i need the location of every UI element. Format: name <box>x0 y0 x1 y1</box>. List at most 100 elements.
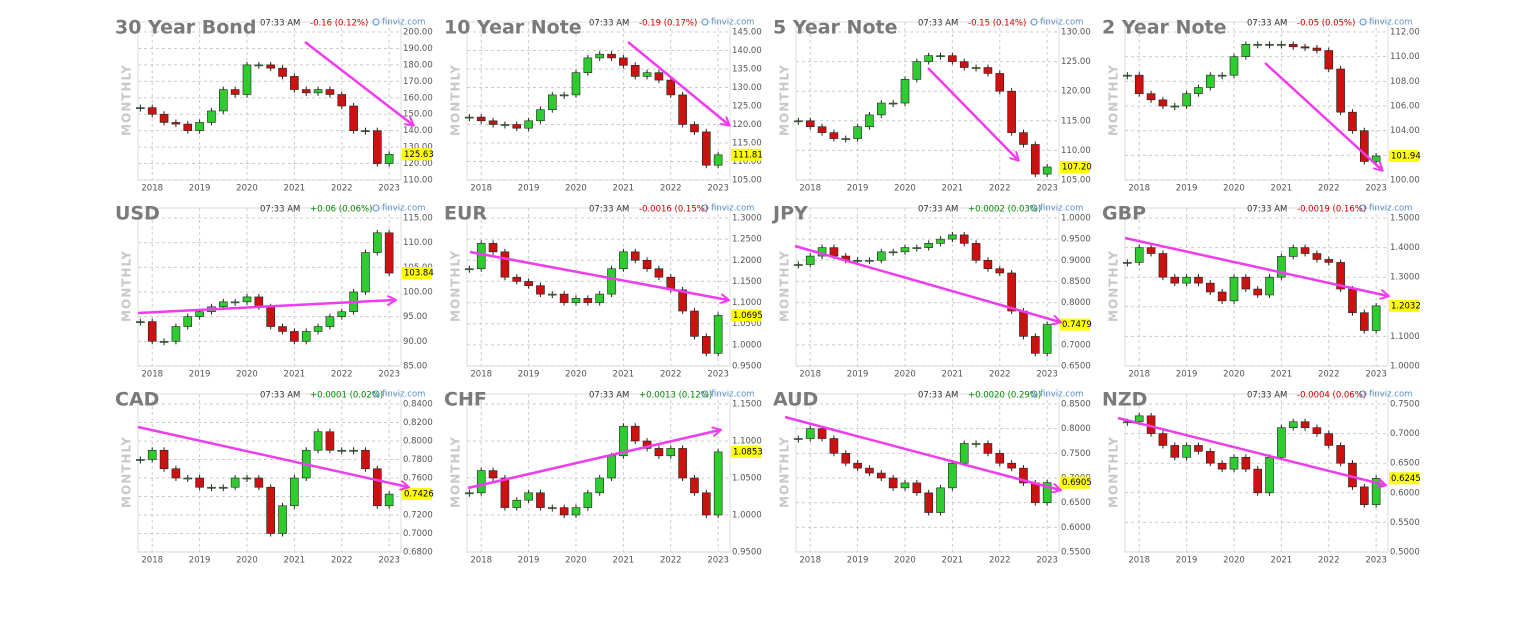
candle <box>1194 87 1203 94</box>
candle <box>1253 468 1262 494</box>
candle <box>373 130 382 164</box>
candle <box>1170 276 1180 284</box>
chart-panel: 85.0090.0095.00100.00105.00110.00115.002… <box>115 203 434 380</box>
last-price-box <box>1060 476 1090 489</box>
candle <box>230 89 240 95</box>
candle <box>1241 276 1251 290</box>
candle <box>642 259 652 270</box>
y-tick-label: 0.7000 <box>1061 340 1091 350</box>
candle <box>865 114 874 128</box>
candle <box>559 293 569 303</box>
candle <box>1217 74 1227 77</box>
y-tick-label: 0.8000 <box>1061 424 1091 434</box>
y-tick-label: 0.8000 <box>1061 298 1091 308</box>
candle <box>1312 253 1322 260</box>
change: -0.0019 (0.16%) <box>1297 205 1366 215</box>
x-tick-label: 2019 <box>1176 556 1198 566</box>
change: +0.0020 (0.29%) <box>968 391 1041 401</box>
candle <box>666 448 676 457</box>
candle <box>136 459 145 461</box>
time: 07:33 AM <box>589 205 629 215</box>
x-tick-label: 2021 <box>942 184 964 194</box>
time: 07:33 AM <box>589 391 629 401</box>
candle <box>159 341 169 343</box>
y-tick-label: 0.5500 <box>1061 548 1091 558</box>
candle <box>1134 74 1144 94</box>
candle <box>936 238 945 244</box>
candle <box>817 126 827 133</box>
y-tick-label: 110.00 <box>1061 146 1091 156</box>
x-tick-label: 2018 <box>470 184 492 194</box>
trend-arrow <box>467 430 720 490</box>
time: 07:33 AM <box>589 19 629 29</box>
candle <box>702 131 711 166</box>
candle <box>1360 312 1369 331</box>
change: -0.16 (0.12%) <box>310 19 368 29</box>
candle <box>619 425 628 457</box>
x-tick-label: 2019 <box>189 370 211 380</box>
time: 07:33 AM <box>1247 205 1287 215</box>
candle <box>559 507 569 516</box>
candle <box>230 301 240 304</box>
y-tick-label: 0.9500 <box>732 362 762 372</box>
candle <box>1205 282 1215 293</box>
x-tick-label: 2019 <box>518 370 540 380</box>
y-tick-label: 1.1000 <box>732 437 762 447</box>
candle <box>1348 288 1357 314</box>
candle <box>900 482 910 489</box>
time: 07:33 AM <box>260 19 300 29</box>
x-tick-label: 2021 <box>613 370 635 380</box>
candle <box>959 61 969 68</box>
candle <box>547 507 557 509</box>
source-icon <box>372 18 380 26</box>
y-tick-label: 1.5000 <box>1390 214 1420 224</box>
last-price-label: 111.81 <box>733 150 763 160</box>
candle <box>218 301 228 308</box>
y-tick-label: 0.6800 <box>403 548 433 558</box>
chart-title: 5 Year Note <box>773 17 897 39</box>
last-price-label: 0.6905 <box>1062 478 1092 488</box>
candle <box>1360 130 1369 162</box>
candle <box>1182 445 1191 458</box>
candle <box>1265 44 1274 46</box>
candle <box>512 499 522 508</box>
candle <box>1229 456 1239 470</box>
x-tick-label: 2021 <box>942 370 964 380</box>
candle <box>1123 262 1132 264</box>
candle <box>1205 74 1215 88</box>
candle <box>559 94 569 97</box>
y-tick-label: 112.00 <box>1390 28 1420 38</box>
candle <box>583 298 593 303</box>
candle <box>1229 276 1239 302</box>
chart-panel: 0.55000.60000.65000.70000.75000.80000.85… <box>773 389 1092 566</box>
last-price-label: 0.7426 <box>404 490 434 500</box>
last-price-box <box>1060 318 1090 331</box>
candle <box>373 232 382 253</box>
change: -0.19 (0.17%) <box>639 19 697 29</box>
plot-frame <box>137 207 402 367</box>
x-tick-label: 2018 <box>141 370 163 380</box>
y-tick-label: 0.9500 <box>1061 235 1091 245</box>
y-tick-label: 104.00 <box>1390 126 1420 136</box>
trend-arrow <box>1117 416 1385 485</box>
last-price-box <box>1389 472 1419 485</box>
last-price-box <box>402 267 432 280</box>
candle <box>619 57 628 66</box>
chart-panel: 105.00 110.00 115.00 120.00 125.00 130.00 135.… <box>444 17 763 194</box>
candle <box>888 477 898 489</box>
y-tick-label: 115.00 <box>732 139 762 149</box>
y-tick-label: 0.7000 <box>1390 429 1420 439</box>
candle <box>1336 262 1345 290</box>
chart-title: CAD <box>115 389 159 411</box>
y-tick-label: 130.00 <box>403 143 433 153</box>
change: +0.06 (0.06%) <box>310 205 372 215</box>
candle <box>159 113 169 123</box>
candle <box>242 64 252 95</box>
y-tick-label: 100.00 <box>403 288 433 298</box>
time: 07:33 AM <box>1247 19 1287 29</box>
candle <box>571 507 581 516</box>
candle <box>171 468 181 479</box>
candle <box>1019 310 1028 337</box>
y-tick-label: 125.00 <box>1061 57 1091 67</box>
chart-panel: 0.9500 1.0000 1.0500 1.1000 1.1500 1.2000 1.25… <box>444 203 763 380</box>
